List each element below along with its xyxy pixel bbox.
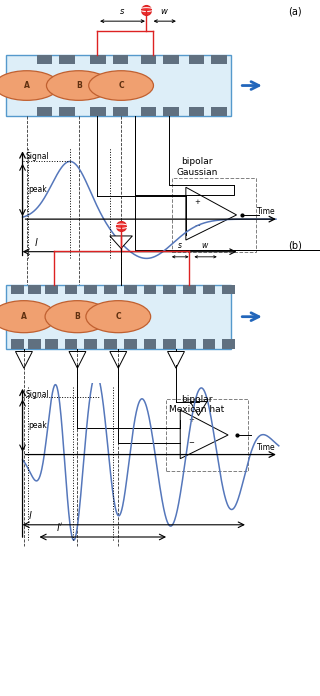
Bar xyxy=(141,55,156,63)
Bar xyxy=(28,339,41,349)
Bar xyxy=(28,285,41,294)
Bar xyxy=(211,55,227,63)
Bar xyxy=(144,285,156,294)
Text: C: C xyxy=(118,81,124,90)
Bar xyxy=(144,339,156,349)
Bar xyxy=(65,339,77,349)
Bar xyxy=(113,107,128,116)
Circle shape xyxy=(45,301,110,333)
Bar xyxy=(189,55,204,63)
Bar xyxy=(163,107,179,116)
Text: bipolar
Mexican hat: bipolar Mexican hat xyxy=(170,395,225,414)
Polygon shape xyxy=(15,351,32,368)
Bar xyxy=(11,339,24,349)
Circle shape xyxy=(0,301,56,333)
Bar xyxy=(163,55,179,63)
Text: −: − xyxy=(189,441,195,446)
FancyBboxPatch shape xyxy=(6,285,231,349)
Polygon shape xyxy=(168,351,184,368)
FancyBboxPatch shape xyxy=(172,178,256,252)
Text: $l$: $l$ xyxy=(34,236,38,248)
Circle shape xyxy=(89,71,154,100)
Text: $l$: $l$ xyxy=(28,509,33,521)
Circle shape xyxy=(86,301,151,333)
Bar xyxy=(84,285,97,294)
Text: (b): (b) xyxy=(288,240,302,250)
Bar xyxy=(163,285,176,294)
Bar xyxy=(65,285,77,294)
Text: +: + xyxy=(189,417,195,422)
Bar xyxy=(45,285,58,294)
Bar xyxy=(183,339,196,349)
Text: peak: peak xyxy=(28,421,47,430)
Bar xyxy=(45,339,58,349)
Text: Time: Time xyxy=(257,207,276,216)
Text: Signal: Signal xyxy=(25,152,49,161)
Text: −: − xyxy=(194,223,200,228)
Bar xyxy=(141,107,156,116)
Text: peak: peak xyxy=(28,185,47,194)
Bar xyxy=(59,55,75,63)
Bar xyxy=(11,285,24,294)
Text: $s$: $s$ xyxy=(177,241,183,250)
Text: A: A xyxy=(24,81,30,90)
Bar xyxy=(203,339,215,349)
Circle shape xyxy=(46,71,111,100)
FancyBboxPatch shape xyxy=(6,55,231,116)
Bar xyxy=(183,285,196,294)
Polygon shape xyxy=(69,351,86,368)
Text: $w$: $w$ xyxy=(160,7,169,16)
Text: $l'$: $l'$ xyxy=(56,521,64,533)
Text: C: C xyxy=(116,313,121,321)
Polygon shape xyxy=(110,351,127,368)
Text: Time: Time xyxy=(257,443,276,452)
Text: $s$: $s$ xyxy=(119,7,125,16)
Polygon shape xyxy=(180,410,228,459)
Text: B: B xyxy=(75,313,80,321)
Polygon shape xyxy=(190,402,207,416)
FancyBboxPatch shape xyxy=(166,399,248,471)
Text: +: + xyxy=(194,199,200,205)
Bar xyxy=(203,285,215,294)
Bar xyxy=(84,339,97,349)
Circle shape xyxy=(0,71,59,100)
Bar xyxy=(104,339,117,349)
Bar xyxy=(59,107,75,116)
Text: A: A xyxy=(21,313,27,321)
Bar xyxy=(163,339,176,349)
Text: Signal: Signal xyxy=(25,390,49,400)
Bar xyxy=(90,55,106,63)
Bar xyxy=(104,285,117,294)
Bar xyxy=(124,339,137,349)
Text: bipolar
Gaussian: bipolar Gaussian xyxy=(176,157,218,177)
Bar xyxy=(222,339,235,349)
Bar xyxy=(36,55,52,63)
Bar xyxy=(124,285,137,294)
Bar xyxy=(113,55,128,63)
Text: $w$: $w$ xyxy=(202,241,210,250)
Text: (a): (a) xyxy=(288,7,302,17)
Bar xyxy=(36,107,52,116)
Bar xyxy=(222,285,235,294)
Text: B: B xyxy=(76,81,82,90)
Bar xyxy=(90,107,106,116)
Polygon shape xyxy=(110,236,132,248)
Bar xyxy=(211,107,227,116)
Polygon shape xyxy=(186,187,236,240)
Bar xyxy=(189,107,204,116)
